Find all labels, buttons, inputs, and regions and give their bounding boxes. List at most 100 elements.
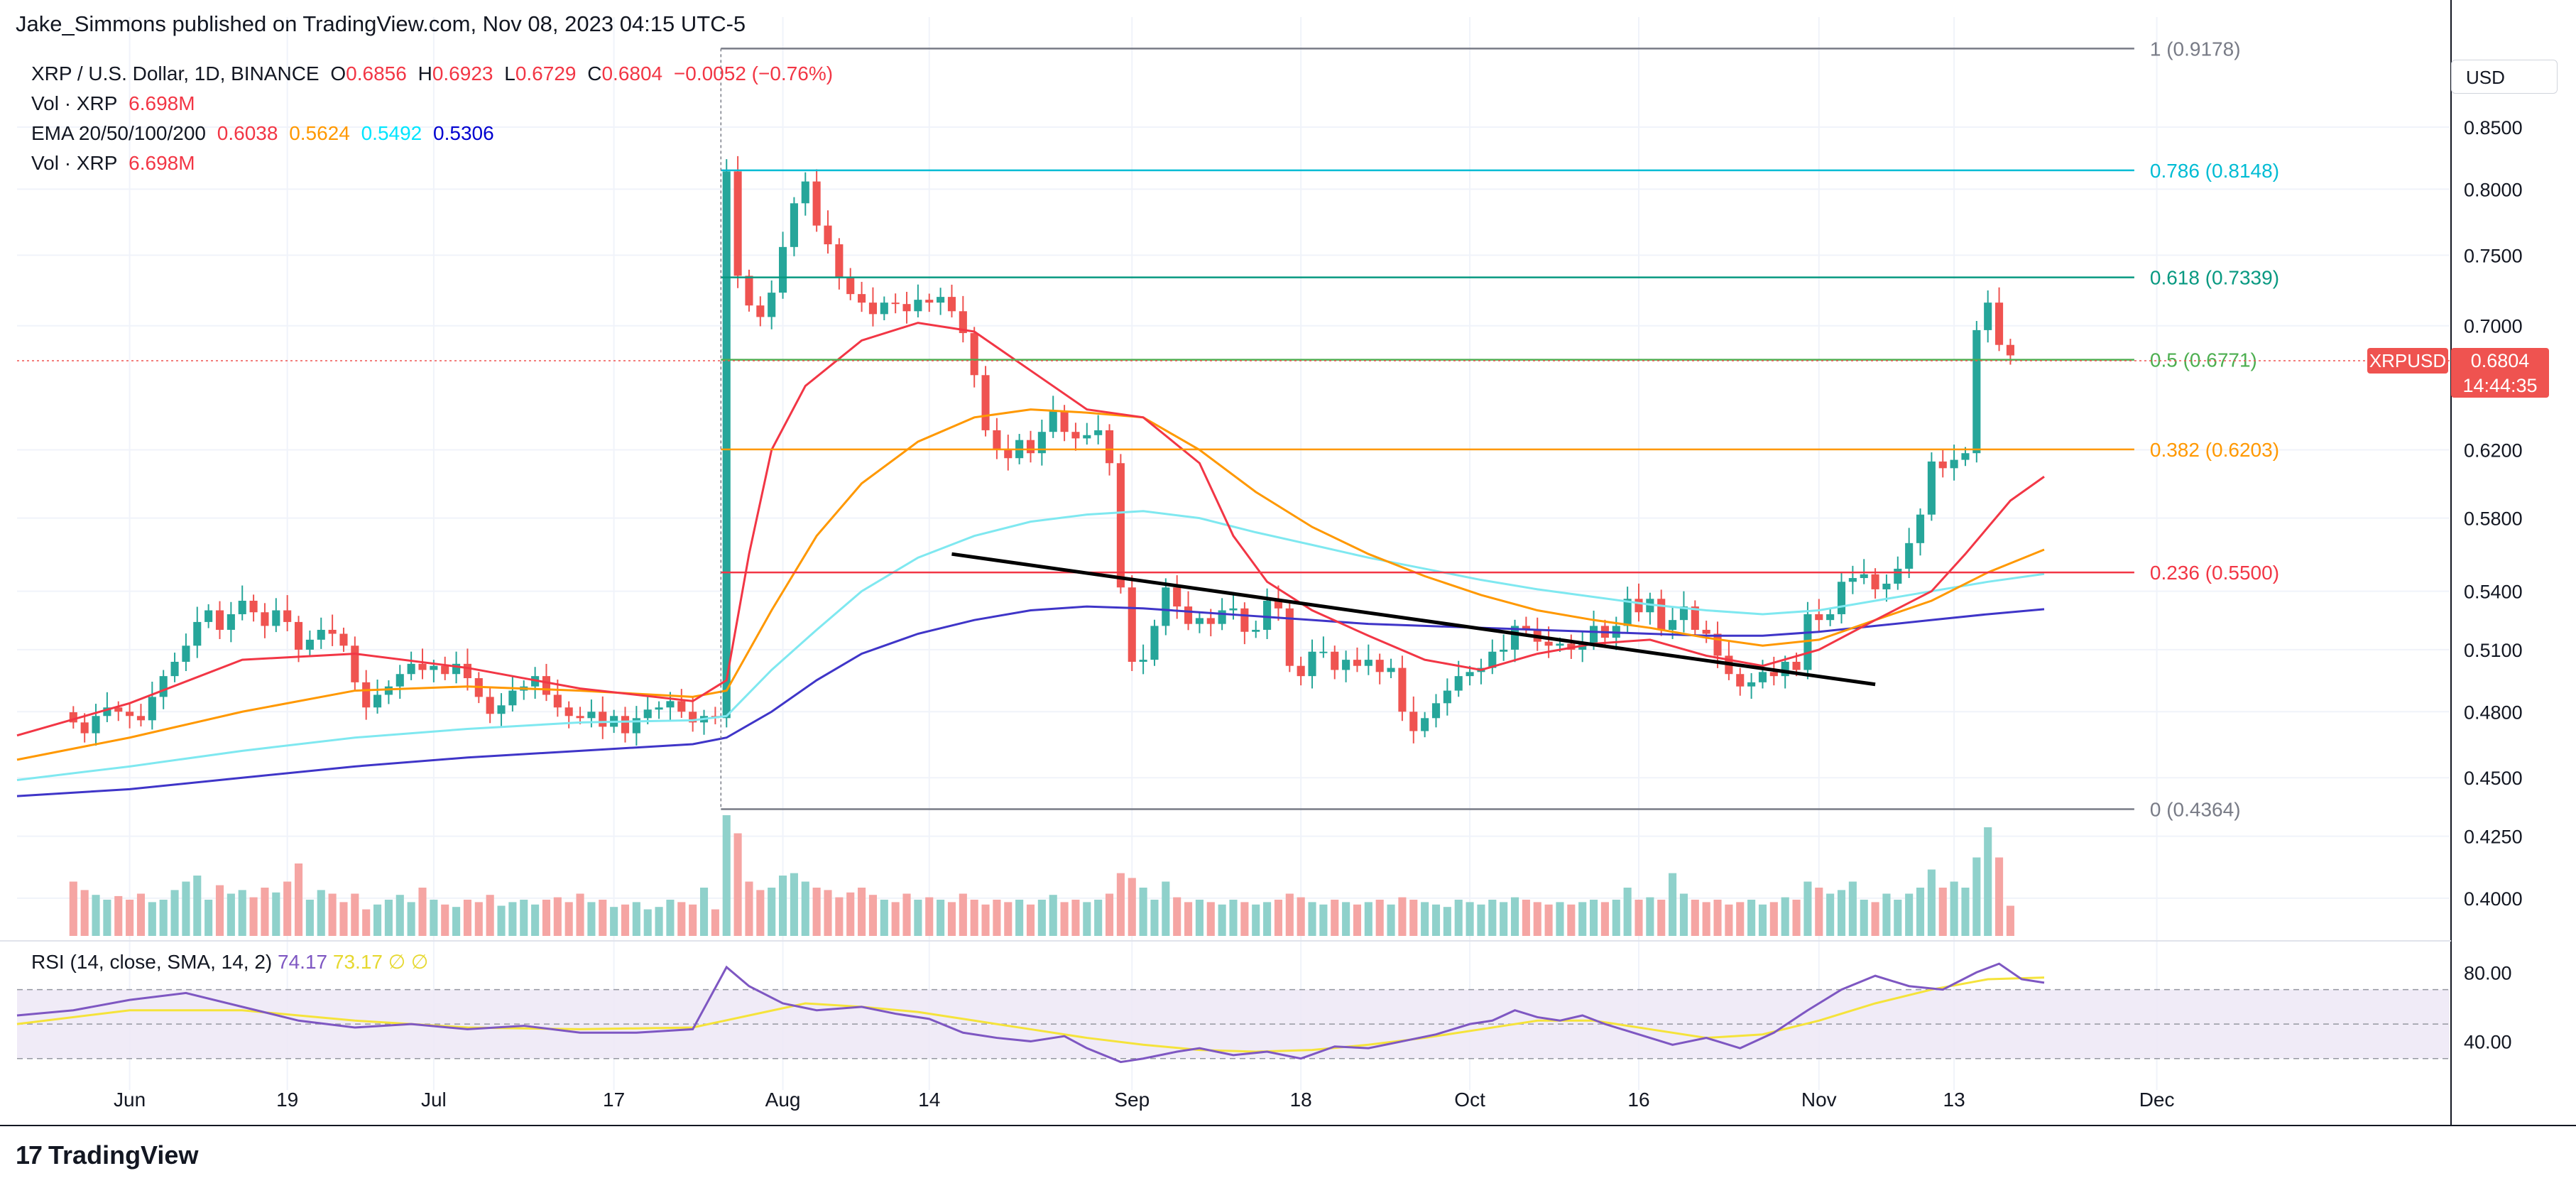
candle-body	[880, 303, 888, 315]
candle-body	[812, 181, 821, 226]
volume-bar	[576, 893, 584, 936]
volume-value-2: 6.698M	[129, 152, 195, 174]
volume-bar	[1150, 900, 1159, 936]
volume-bar	[880, 900, 888, 936]
volume-bar	[441, 904, 449, 936]
volume-bar	[1769, 902, 1778, 936]
symbol-name[interactable]: XRP / U.S. Dollar, 1D, BINANCE	[31, 62, 320, 85]
candle-body	[981, 375, 990, 430]
volume-bar	[1195, 900, 1204, 936]
volume-bar	[1927, 869, 1936, 936]
volume-bar	[824, 890, 832, 936]
volume-legend-2[interactable]: Vol · XRP 6.698M	[31, 152, 195, 174]
candle-body	[1961, 453, 1970, 460]
candle-body	[1848, 578, 1857, 582]
volume-bar	[136, 893, 146, 936]
fib-level-label: 1 (0.9178)	[2150, 38, 2241, 60]
candle-body	[1590, 626, 1598, 644]
volume-bar	[711, 909, 719, 936]
rsi-line	[16, 962, 2045, 1064]
volume-bar	[553, 897, 562, 936]
candle-body	[1826, 614, 1835, 621]
candle-body	[858, 294, 866, 303]
volume-bar	[937, 900, 945, 936]
candle-body	[1431, 703, 1441, 719]
volume-bar	[768, 888, 776, 936]
candle-body	[1623, 599, 1632, 626]
volume-bar	[1905, 893, 1914, 936]
volume-bar	[126, 900, 134, 936]
candle-body	[430, 665, 438, 670]
candle-body	[1894, 568, 1902, 584]
candle-body	[1037, 432, 1046, 454]
volume-bar	[1094, 900, 1103, 936]
volume-bar	[1702, 902, 1710, 936]
volume-bar	[1871, 902, 1879, 936]
volume-bar	[1995, 857, 2004, 936]
candle-body	[1679, 606, 1688, 621]
volume-bar	[1443, 907, 1451, 936]
candle-body	[1285, 608, 1294, 666]
volume-bar	[193, 876, 202, 936]
rsi-tick-label: 80.00	[2464, 962, 2512, 983]
volume-bar	[1004, 902, 1013, 936]
volume-bar	[947, 902, 956, 936]
candle-body	[824, 225, 832, 245]
candle-body	[1308, 651, 1316, 677]
candle-body	[227, 614, 235, 630]
rsi-ma-line	[16, 976, 2045, 1053]
volume-bar	[1894, 900, 1902, 936]
candle-body	[1950, 459, 1958, 469]
ema-legend[interactable]: EMA 20/50/100/200 0.6038 0.5624 0.5492 0…	[31, 122, 494, 144]
candle-body	[553, 694, 562, 708]
candle-body	[1488, 651, 1497, 668]
candle-body	[1083, 435, 1091, 439]
candle-body	[305, 639, 314, 650]
candle-body	[576, 716, 584, 719]
candle-body	[1860, 574, 1868, 579]
candle-body	[126, 712, 134, 716]
tradingview-logo[interactable]: 17 TradingView	[16, 1140, 198, 1170]
volume-bar	[1567, 904, 1576, 936]
candle-body	[1071, 432, 1080, 439]
candle-body	[1364, 660, 1372, 666]
currency-selector[interactable]: USD	[2451, 60, 2558, 94]
volume-bar	[283, 881, 292, 936]
volume-bar	[1578, 902, 1587, 936]
rsi-legend: RSI (14, close, SMA, 14, 2) 74.17 73.17 …	[31, 951, 428, 973]
volume-bar	[486, 895, 494, 936]
candle-body	[768, 293, 776, 317]
candle-body	[993, 430, 1001, 450]
time-tick-label: 18	[1290, 1089, 1312, 1111]
volume-bar	[1162, 881, 1170, 936]
ema100-value: 0.5492	[361, 122, 422, 144]
volume-bar	[1466, 902, 1474, 936]
volume-legend-1[interactable]: Vol · XRP 6.698M	[31, 92, 195, 114]
low-value: 0.6729	[515, 62, 577, 85]
volume-bar	[430, 900, 438, 936]
volume-bar	[699, 888, 709, 936]
volume-bar	[1803, 881, 1812, 936]
volume-bar	[1319, 904, 1328, 936]
candle-body	[756, 305, 765, 317]
candle-body	[1162, 587, 1170, 626]
volume-bar	[1781, 897, 1789, 936]
candle-body	[1128, 587, 1136, 662]
volume-bar	[587, 902, 596, 936]
volume-bar	[1758, 904, 1767, 936]
volume-bar	[1431, 904, 1441, 936]
candle-body	[1544, 641, 1553, 646]
time-tick-label: 17	[603, 1089, 625, 1111]
candle-body	[215, 610, 224, 630]
volume-bar	[610, 907, 618, 936]
candle-body	[542, 676, 551, 695]
candle-body	[1972, 329, 1981, 454]
volume-bar	[1026, 904, 1035, 936]
time-tick-label: Aug	[765, 1089, 801, 1111]
trendline	[951, 552, 1876, 687]
candle-body	[1769, 672, 1778, 677]
candle-body	[1758, 672, 1767, 682]
volume-bar	[1600, 902, 1609, 936]
candle-body	[1984, 303, 1992, 330]
